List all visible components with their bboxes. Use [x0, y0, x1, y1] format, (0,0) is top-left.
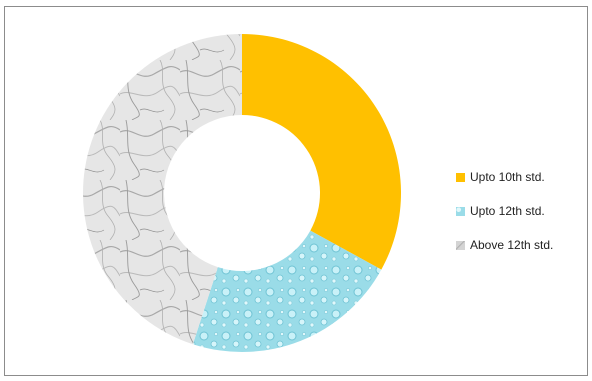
legend-item-above-12th: Above 12th std.	[456, 238, 553, 252]
legend-label: Upto 10th std.	[470, 170, 545, 184]
legend-swatch	[456, 240, 465, 250]
legend-item-upto-10th: Upto 10th std.	[456, 170, 553, 184]
legend-label: Upto 12th std.	[470, 204, 545, 218]
slice-upto-10th	[242, 34, 401, 270]
legend-swatch	[456, 172, 465, 182]
slice-above-12th	[83, 34, 242, 345]
chart-legend: Upto 10th std. Upto 12th std. Above 12th…	[456, 170, 553, 252]
slice-upto-12th	[192, 230, 382, 352]
legend-swatch	[456, 206, 465, 216]
legend-label: Above 12th std.	[470, 238, 554, 252]
legend-item-upto-12th: Upto 12th std.	[456, 204, 553, 218]
